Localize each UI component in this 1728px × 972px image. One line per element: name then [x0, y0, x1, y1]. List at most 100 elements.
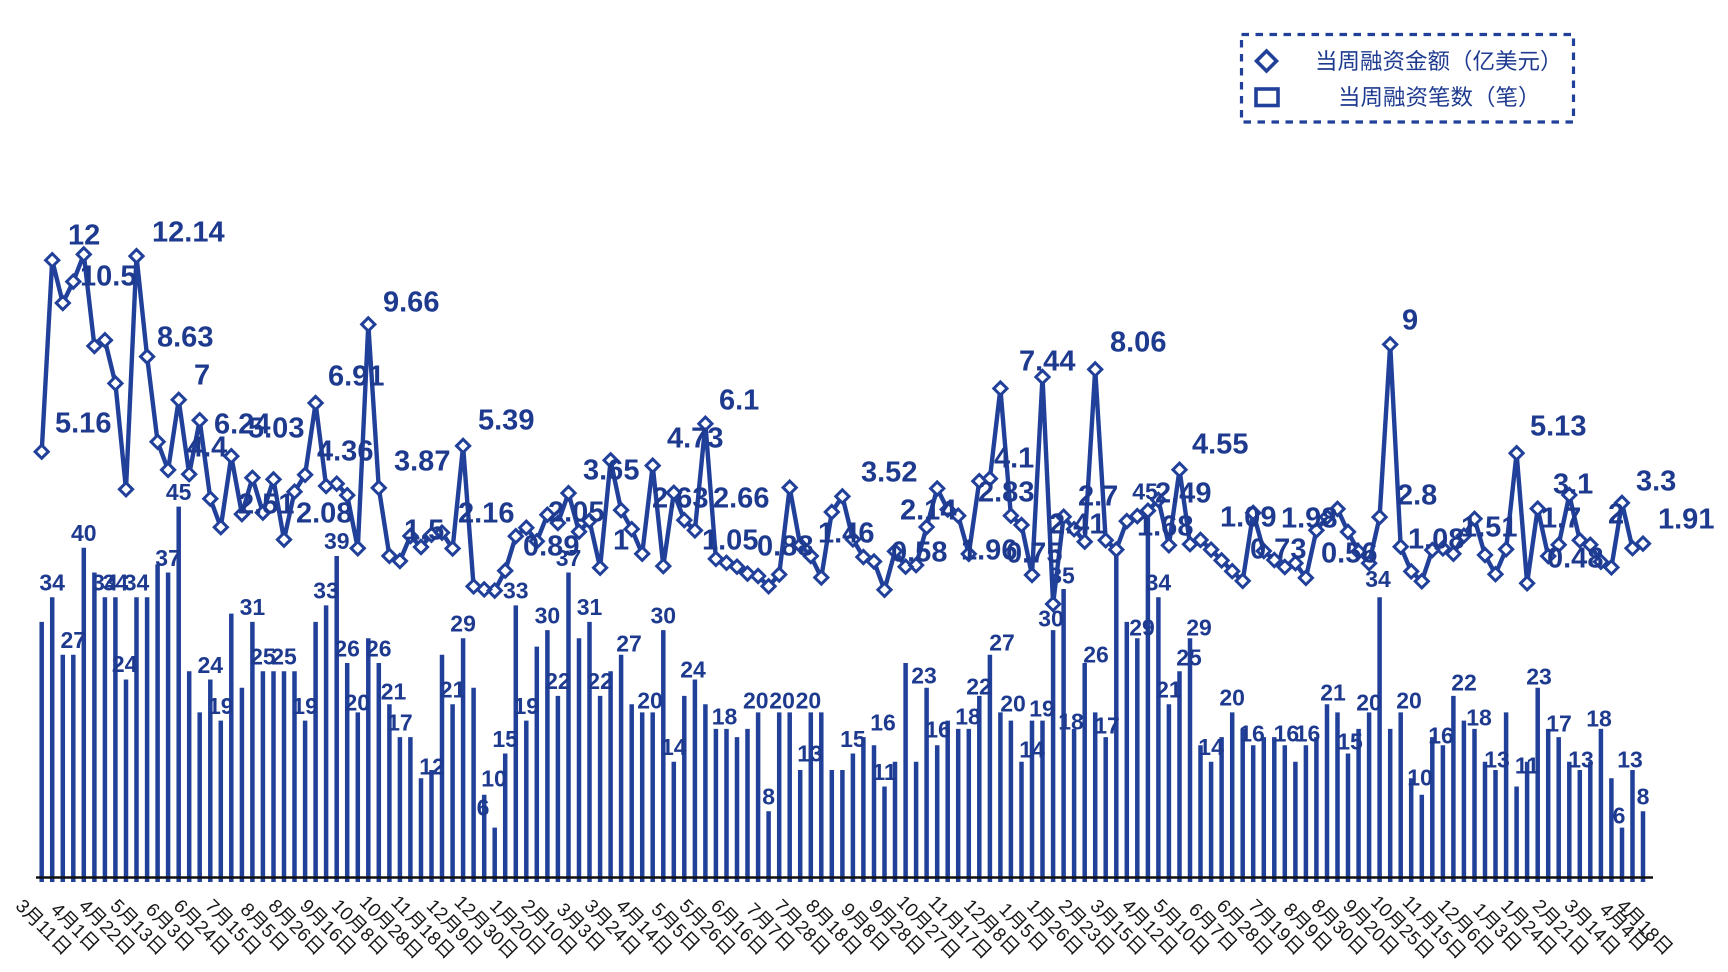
- svg-text:21: 21: [1156, 677, 1182, 703]
- svg-text:16: 16: [925, 716, 951, 742]
- svg-text:2.66: 2.66: [713, 483, 769, 515]
- svg-text:14: 14: [661, 734, 687, 760]
- svg-text:30: 30: [535, 602, 561, 628]
- svg-text:13: 13: [1617, 746, 1643, 772]
- svg-text:18: 18: [1058, 708, 1084, 734]
- svg-text:26: 26: [1083, 641, 1109, 667]
- svg-text:22: 22: [587, 668, 613, 694]
- svg-text:16: 16: [1274, 720, 1300, 746]
- svg-text:23: 23: [1526, 663, 1552, 689]
- svg-text:2.08: 2.08: [296, 498, 352, 530]
- svg-text:17: 17: [1094, 712, 1120, 738]
- svg-text:19: 19: [208, 693, 234, 719]
- svg-text:20: 20: [1396, 687, 1422, 713]
- svg-text:24: 24: [680, 656, 706, 682]
- svg-text:17: 17: [387, 709, 413, 735]
- svg-text:1.08: 1.08: [1408, 524, 1464, 556]
- svg-text:3.3: 3.3: [1636, 466, 1676, 498]
- svg-text:20: 20: [1356, 689, 1382, 715]
- svg-text:2.14: 2.14: [900, 495, 956, 527]
- svg-text:2.8: 2.8: [1397, 480, 1437, 512]
- svg-text:20: 20: [1219, 685, 1245, 711]
- svg-text:22: 22: [966, 673, 992, 699]
- svg-text:5.39: 5.39: [478, 405, 534, 437]
- svg-text:2: 2: [1608, 499, 1624, 531]
- svg-text:0.88: 0.88: [757, 531, 813, 563]
- svg-text:4.36: 4.36: [317, 436, 373, 468]
- svg-text:11: 11: [872, 759, 897, 785]
- svg-text:1.68: 1.68: [1137, 511, 1193, 543]
- svg-text:1.09: 1.09: [1220, 502, 1276, 534]
- svg-text:4.4: 4.4: [187, 432, 227, 464]
- svg-text:0.89: 0.89: [523, 531, 579, 563]
- svg-text:9.66: 9.66: [383, 287, 439, 319]
- svg-text:7: 7: [194, 360, 210, 392]
- svg-text:21: 21: [381, 678, 407, 704]
- svg-text:37: 37: [155, 545, 181, 571]
- svg-text:18: 18: [712, 703, 738, 729]
- svg-text:4.55: 4.55: [1192, 429, 1248, 461]
- svg-text:4.73: 4.73: [667, 423, 723, 455]
- svg-text:15: 15: [1337, 728, 1363, 754]
- svg-text:2.41: 2.41: [1049, 509, 1105, 541]
- svg-text:33: 33: [503, 578, 529, 604]
- svg-text:1.96: 1.96: [961, 535, 1017, 567]
- svg-text:20: 20: [743, 687, 769, 713]
- svg-text:31: 31: [240, 594, 266, 620]
- svg-text:18: 18: [955, 703, 981, 729]
- svg-text:24: 24: [112, 651, 138, 677]
- svg-text:18: 18: [1586, 705, 1612, 731]
- svg-text:20: 20: [769, 687, 795, 713]
- svg-text:3.87: 3.87: [394, 446, 450, 478]
- svg-text:1.51: 1.51: [1461, 512, 1517, 544]
- svg-text:2.05: 2.05: [548, 497, 604, 529]
- svg-text:21: 21: [1320, 679, 1346, 705]
- svg-text:5.16: 5.16: [55, 408, 111, 440]
- svg-text:25: 25: [250, 644, 276, 670]
- svg-text:10.5: 10.5: [80, 261, 136, 293]
- svg-text:9: 9: [1402, 305, 1418, 337]
- svg-text:3.52: 3.52: [861, 457, 917, 489]
- svg-text:1.7: 1.7: [1541, 503, 1581, 535]
- svg-text:1.98: 1.98: [1281, 503, 1337, 535]
- svg-text:16: 16: [1428, 722, 1454, 748]
- svg-text:0.48: 0.48: [1547, 543, 1603, 575]
- svg-text:8: 8: [1637, 783, 1650, 809]
- svg-text:30: 30: [651, 602, 677, 628]
- svg-text:23: 23: [911, 662, 937, 688]
- svg-text:5.13: 5.13: [1530, 411, 1586, 443]
- svg-text:34: 34: [103, 570, 129, 596]
- svg-text:20: 20: [637, 687, 663, 713]
- svg-text:26: 26: [334, 635, 360, 661]
- svg-text:18: 18: [1466, 704, 1492, 730]
- svg-text:1.91: 1.91: [1658, 504, 1714, 536]
- svg-text:6.91: 6.91: [328, 361, 384, 393]
- svg-text:8.63: 8.63: [157, 322, 213, 354]
- svg-text:27: 27: [616, 630, 642, 656]
- svg-text:6.24: 6.24: [214, 409, 270, 441]
- svg-text:21: 21: [440, 677, 466, 703]
- svg-text:40: 40: [71, 520, 97, 546]
- svg-text:0.56: 0.56: [1321, 538, 1377, 570]
- svg-text:6: 6: [1613, 802, 1626, 828]
- svg-text:5.03: 5.03: [248, 413, 304, 445]
- svg-text:12.14: 12.14: [152, 217, 225, 249]
- svg-text:24: 24: [198, 652, 224, 678]
- svg-text:16: 16: [1239, 720, 1265, 746]
- svg-text:3.65: 3.65: [583, 455, 639, 487]
- svg-text:19: 19: [292, 693, 318, 719]
- svg-text:8: 8: [762, 784, 775, 810]
- svg-text:13: 13: [797, 740, 823, 766]
- svg-text:20: 20: [1000, 690, 1026, 716]
- svg-text:2.49: 2.49: [1155, 478, 1211, 510]
- svg-text:14: 14: [1198, 734, 1224, 760]
- svg-text:29: 29: [1186, 614, 1212, 640]
- svg-text:31: 31: [577, 594, 603, 620]
- svg-text:27: 27: [989, 629, 1015, 655]
- svg-text:15: 15: [840, 726, 866, 752]
- svg-text:25: 25: [1176, 644, 1202, 670]
- svg-text:34: 34: [92, 570, 118, 596]
- svg-text:1.05: 1.05: [702, 525, 758, 557]
- svg-text:26: 26: [366, 635, 392, 661]
- svg-text:12: 12: [68, 220, 100, 252]
